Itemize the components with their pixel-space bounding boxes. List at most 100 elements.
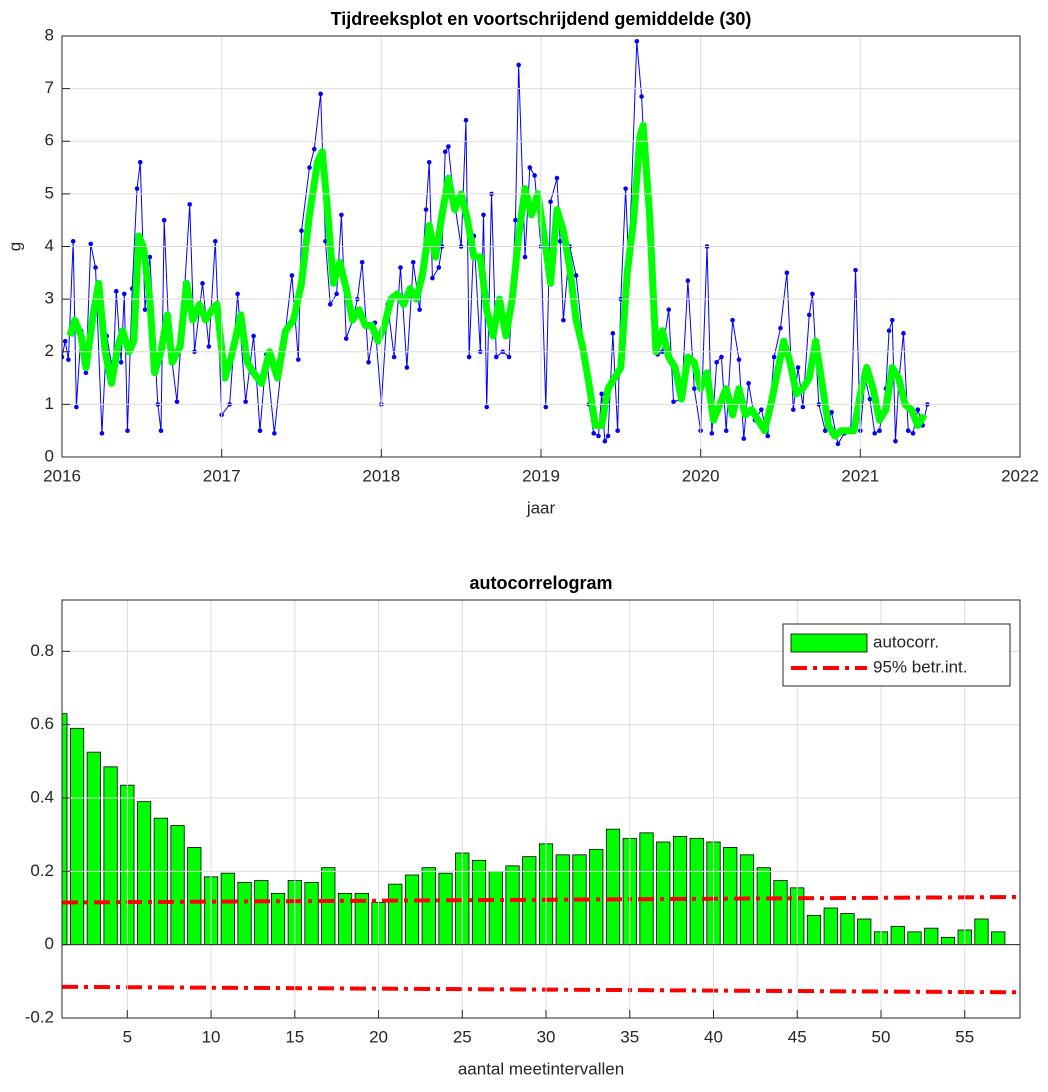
- bar: [589, 848, 604, 946]
- data-point: [889, 317, 895, 323]
- data-point: [404, 365, 410, 370]
- data-point: [307, 165, 312, 170]
- data-point: [623, 186, 628, 191]
- data-point: [829, 409, 834, 415]
- data-point: [765, 433, 771, 439]
- data-point: [391, 354, 397, 360]
- bar: [488, 870, 503, 946]
- bar: [153, 817, 168, 946]
- x-tick-label: 10: [202, 1027, 221, 1046]
- data-point: [548, 199, 553, 205]
- bar: [187, 847, 202, 946]
- data-point: [311, 146, 317, 152]
- data-point: [746, 381, 751, 386]
- data-point: [410, 259, 416, 265]
- data-point: [736, 357, 742, 362]
- data-point: [853, 267, 858, 273]
- data-point: [602, 438, 608, 444]
- x-tick-label: 55: [955, 1027, 974, 1046]
- bar: [254, 880, 269, 946]
- bar: [304, 881, 319, 946]
- data-point: [516, 62, 521, 68]
- data-point: [83, 370, 89, 376]
- data-point: [723, 428, 729, 433]
- data-point: [463, 117, 469, 123]
- data-point: [790, 407, 796, 412]
- y-tick-label: 3: [45, 289, 54, 308]
- data-point: [532, 173, 537, 178]
- x-tick-label: 40: [704, 1027, 723, 1046]
- chart-title: Tijdreeksplot en voortschrijdend gemidde…: [331, 9, 752, 29]
- bar: [505, 865, 520, 946]
- x-tick-label: 35: [620, 1027, 639, 1046]
- y-tick-label: 1: [45, 394, 54, 413]
- data-point: [810, 291, 815, 297]
- bar: [471, 859, 487, 946]
- data-point: [299, 228, 304, 234]
- data-point: [93, 265, 98, 270]
- data-point: [800, 404, 806, 410]
- x-tick-label: 2019: [522, 466, 560, 485]
- data-point: [466, 354, 472, 360]
- data-point: [905, 428, 911, 433]
- data-point: [62, 338, 68, 344]
- data-point: [877, 428, 882, 433]
- data-point: [666, 307, 672, 312]
- chart-title: autocorrelogram: [469, 573, 612, 593]
- data-point: [561, 317, 566, 323]
- data-point: [426, 160, 432, 165]
- data-point: [134, 186, 140, 191]
- data-point: [436, 265, 442, 270]
- x-axis-label: aantal meetintervallen: [458, 1059, 624, 1078]
- data-point: [327, 302, 333, 307]
- data-point: [398, 265, 403, 270]
- data-point: [915, 407, 921, 412]
- data-point: [691, 386, 697, 391]
- bar: [438, 872, 453, 946]
- data-point: [66, 357, 71, 362]
- bar: [62, 713, 68, 946]
- data-point: [784, 270, 790, 276]
- data-point: [522, 254, 528, 260]
- x-tick-label: 5: [123, 1027, 132, 1046]
- data-point: [423, 207, 429, 212]
- y-axis-label: g: [5, 242, 24, 251]
- bar: [605, 828, 621, 946]
- data-point: [366, 359, 371, 365]
- data-point: [212, 238, 218, 244]
- data-point: [893, 438, 898, 444]
- x-tick-label: 30: [537, 1027, 556, 1046]
- data-point: [289, 273, 295, 278]
- data-point: [158, 428, 164, 433]
- data-point: [835, 441, 841, 447]
- data-point: [591, 431, 596, 436]
- data-point: [187, 202, 193, 207]
- bar: [69, 727, 85, 946]
- data-point: [137, 160, 143, 165]
- bar: [421, 867, 436, 946]
- data-point: [806, 312, 812, 318]
- data-point: [610, 331, 616, 336]
- data-point: [554, 175, 560, 181]
- bar: [86, 751, 101, 946]
- data-point: [605, 433, 611, 439]
- x-tick-label: 2021: [841, 466, 879, 485]
- data-point: [714, 359, 719, 365]
- bar: [321, 867, 336, 946]
- bar: [924, 927, 939, 946]
- y-tick-label: 8: [45, 25, 54, 44]
- y-tick-label: 2: [45, 341, 54, 360]
- bar: [103, 766, 118, 946]
- x-tick-label: 50: [872, 1027, 891, 1046]
- data-point: [759, 407, 764, 412]
- data-point: [343, 336, 349, 341]
- data-point: [822, 428, 828, 433]
- x-axis-label: jaar: [526, 498, 556, 517]
- bar: [823, 907, 838, 946]
- bar: [723, 847, 738, 946]
- legend-label: 95% betr.int.: [873, 657, 968, 676]
- data-point: [719, 354, 724, 360]
- data-point: [506, 354, 512, 360]
- data-point: [513, 217, 518, 223]
